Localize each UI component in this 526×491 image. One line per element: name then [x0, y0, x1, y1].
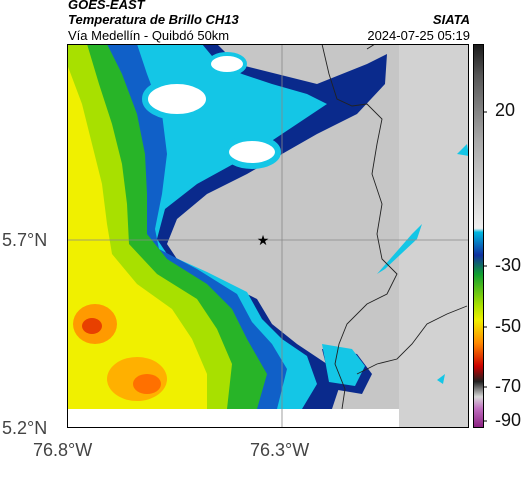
agency-label: SIATA — [432, 12, 470, 27]
satellite-title: GOES-EAST — [68, 0, 145, 12]
lat-tick-5.7: 5.7°N — [2, 230, 48, 250]
colorbar-tick: -70 — [495, 376, 522, 396]
product-title: Temperatura de Brillo CH13 — [68, 12, 239, 27]
lat-tick-5.2: 5.2°N — [2, 418, 48, 438]
colorbar — [473, 44, 487, 428]
department-boundary — [321, 44, 398, 410]
star-marker: ★ — [257, 233, 270, 249]
brightness-temperature-map: ★ — [67, 44, 469, 428]
colorbar-tick: -30 — [495, 255, 522, 275]
lon-tick-76.8: 76.8°W — [33, 440, 93, 460]
route-subtitle: Vía Medellín - Quibdó 50km — [68, 28, 230, 43]
colorbar-tick: -50 — [495, 316, 522, 336]
colorbar-tick: -90 — [495, 410, 522, 430]
colorbar-tick: 20 — [495, 100, 516, 120]
datetime-label: 2024-07-25 05:19 — [367, 28, 470, 43]
lon-tick-76.3: 76.3°W — [250, 440, 310, 460]
